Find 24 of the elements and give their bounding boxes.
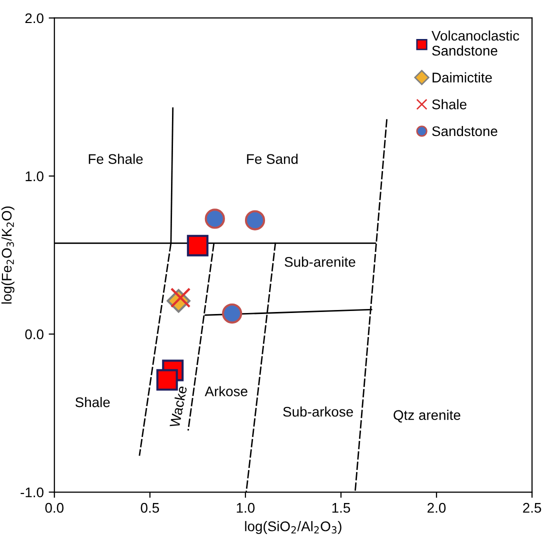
annotation: Fe Sand: [247, 154, 298, 164]
annotation: Shale: [75, 396, 110, 408]
annotation: Arkose: [204, 386, 248, 396]
annotation: Sub-arkose: [283, 406, 353, 417]
legend-label: Daimictite: [432, 72, 492, 82]
y-tick-label: -1.0: [20, 487, 44, 498]
annotation: Fe Shale: [88, 154, 143, 164]
legend-label: Sandstone: [432, 126, 498, 136]
y-tick-label: 1.0: [26, 171, 44, 182]
y-tick-label: 0.0: [25, 329, 44, 340]
x-tick-label: 1.5: [332, 503, 350, 513]
x-tick-label: 0.5: [140, 502, 159, 513]
x-axis-title: log(SiO$_{2}$/Al$_{2}$O$_{3}$): [245, 521, 342, 534]
annotation: Wacke: [169, 386, 188, 428]
legend-label: Volcanoclastic Sandstone: [432, 30, 520, 56]
x-tick-label: 1.0: [236, 502, 255, 513]
y-axis-title: log(Fe$_{2}$O$_{3}$/K$_{2}$O): [1, 206, 14, 304]
x-tick-label: 2.5: [523, 502, 542, 513]
x-tick-label: 0.0: [45, 502, 64, 513]
legend-label: Shale: [432, 99, 466, 110]
y-tick-label: 2.0: [25, 13, 44, 24]
x-tick-label: 2.0: [428, 502, 446, 513]
annotation: Qtz arenite: [394, 410, 460, 422]
annotation: Sub-arenite: [284, 256, 356, 267]
